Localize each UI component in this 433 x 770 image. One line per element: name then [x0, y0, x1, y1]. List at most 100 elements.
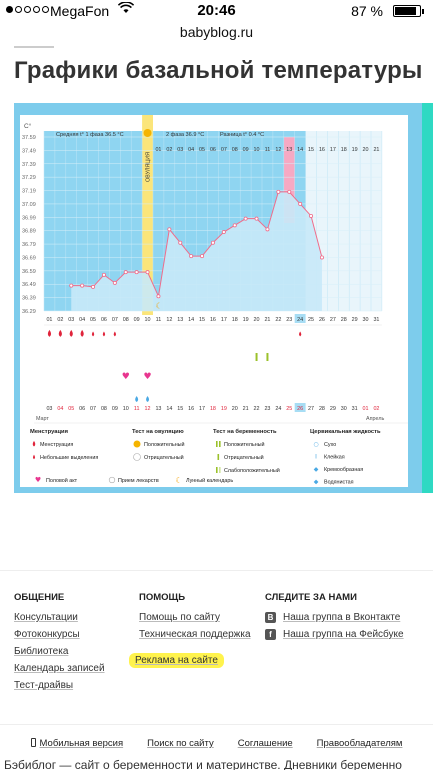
legend-label: Сухо [324, 442, 336, 448]
legend-label: Водянистая [324, 480, 354, 486]
calendar-date-label: 26 [297, 406, 303, 412]
legend-label: Отрицательный [224, 454, 264, 461]
legend-label: Слабоположительный [224, 467, 280, 474]
legend-label: Прием лекарств [118, 478, 159, 484]
vk-link-row[interactable]: B Наша группа в Вконтакте [265, 612, 404, 623]
y-tick-label: 36.29 [22, 309, 36, 315]
month-end-label: Апрель [366, 416, 384, 422]
calendar-date-label: 10 [123, 406, 129, 412]
header-day-label: 14 [297, 147, 303, 153]
footer-column-follow: СЛЕДИТЕ ЗА НАМИ B Наша группа в Вконтакт… [265, 592, 404, 646]
legend-label: Небольшие выделения [40, 455, 98, 461]
footer-link[interactable]: Помощь по сайту [139, 612, 220, 623]
temperature-point [287, 189, 292, 194]
phase2-average: 2 фаза 36.9 °C [166, 132, 204, 138]
header-day-label: 03 [177, 147, 183, 153]
y-tick-label: 36.89 [22, 229, 36, 235]
y-tick-label: 36.69 [22, 255, 36, 261]
calendar-date-label: 22 [254, 406, 260, 412]
temperature-point [69, 283, 74, 288]
copyright-holders-link[interactable]: Правообладателям [316, 738, 403, 749]
calendar-date-label: 29 [330, 406, 336, 412]
cycle-day-label: 08 [123, 317, 129, 323]
footer-heading: СЛЕДИТЕ ЗА НАМИ [265, 592, 357, 603]
header-day-label: 15 [308, 147, 314, 153]
site-tagline: Бэбиблог — сайт о беременности и материн… [4, 758, 402, 770]
temperature-difference: Разница t° 0.4 °C [220, 132, 264, 138]
header-day-label: 05 [199, 147, 205, 153]
facebook-link-row[interactable]: f Наша группа на Фейсбуке [265, 629, 404, 640]
status-bar: MegaFon 20:46 87 % [0, 0, 433, 22]
cycle-day-label: 31 [373, 317, 379, 323]
cycle-day-label: 01 [46, 317, 52, 323]
scroll-accent-bar [422, 103, 433, 493]
site-search-link[interactable]: Поиск по сайту [147, 738, 214, 749]
legend-icon: ◆ [314, 466, 319, 473]
agreement-link[interactable]: Соглашение [237, 738, 293, 749]
cycle-day-label: 21 [264, 317, 270, 323]
menstruation-icon [58, 329, 62, 337]
legend-icon [217, 454, 220, 460]
calendar-date-label: 06 [79, 406, 85, 412]
legend-icon [219, 441, 221, 447]
calendar-date-label: 31 [352, 406, 358, 412]
header-day-label: 13 [286, 147, 292, 153]
footer-link[interactable]: Тест-драйвы [14, 680, 74, 691]
ovulation-column [142, 115, 153, 315]
y-axis-unit: C° [24, 122, 32, 130]
temperature-point [178, 240, 183, 245]
footer-link[interactable]: Библиотека [14, 646, 69, 657]
cycle-day-label: 13 [177, 317, 183, 323]
header-day-label: 08 [232, 147, 238, 153]
y-tick-label: 36.99 [22, 215, 36, 221]
y-tick-label: 37.09 [22, 202, 36, 208]
phase1-average: Средняя t° 1 фаза 36.5 °C [56, 132, 124, 138]
temperature-point [254, 216, 259, 221]
calendar-date-label: 24 [275, 406, 281, 412]
cycle-day-label: 28 [341, 317, 347, 323]
header-day-label: 06 [210, 147, 216, 153]
cycle-day-label: 04 [79, 317, 85, 323]
calendar-date-label: 11 [134, 406, 140, 412]
legend-icon [133, 440, 141, 448]
light-discharge-icon [113, 331, 116, 337]
legend-heading: Тест на беременность [213, 428, 277, 435]
cycle-day-label: 16 [210, 317, 216, 323]
battery-icon [393, 5, 424, 17]
cycle-day-label: 30 [363, 317, 369, 323]
wifi-icon [117, 1, 135, 17]
mobile-version-link[interactable]: Мобильная версия [30, 738, 123, 749]
header-day-label: 09 [243, 147, 249, 153]
header-day-label: 02 [166, 147, 172, 153]
calendar-date-label: 16 [188, 406, 194, 412]
advertising-link[interactable]: Реклама на сайте [129, 653, 251, 668]
header-day-label: 21 [373, 147, 379, 153]
footer-link[interactable]: Техническая поддержка [139, 629, 251, 640]
vk-group-link[interactable]: Наша группа в Вконтакте [283, 612, 401, 623]
header-day-label: 16 [319, 147, 325, 153]
cycle-day-label: 09 [134, 317, 140, 323]
footer-link[interactable]: Фотоконкурсы [14, 629, 80, 640]
y-tick-label: 37.29 [22, 175, 36, 181]
header-day-label: 07 [221, 147, 227, 153]
calendar-date-label: 28 [319, 406, 325, 412]
legend-icon: ☾ [175, 476, 182, 485]
temperature-point [134, 270, 139, 275]
facebook-group-link[interactable]: Наша группа на Фейсбуке [283, 629, 404, 640]
temperature-point [276, 189, 281, 194]
page-title: Графики базальной температуры [14, 57, 423, 84]
highlighted-advertising-link[interactable]: Реклама на сайте [129, 653, 224, 668]
y-tick-label: 36.59 [22, 269, 36, 275]
basal-temperature-chart[interactable]: 37.59 37.49 37.39 37.29 37.19 37.09 36.99 36.89… [20, 115, 408, 487]
legend-icon [216, 467, 218, 473]
footer-link[interactable]: Календарь записей [14, 663, 105, 674]
calendar-date-label: 13 [155, 406, 161, 412]
calendar-date-label: 09 [112, 406, 118, 412]
intercourse-icon: ♥ [144, 372, 152, 382]
menstruation-icon [80, 329, 84, 337]
address-bar-url[interactable]: babyblog.ru [179, 24, 254, 40]
carrier-name: MegaFon [50, 3, 110, 19]
plot-area-pre [44, 131, 77, 311]
legend-icon [33, 454, 35, 460]
footer-link[interactable]: Консультации [14, 612, 78, 623]
